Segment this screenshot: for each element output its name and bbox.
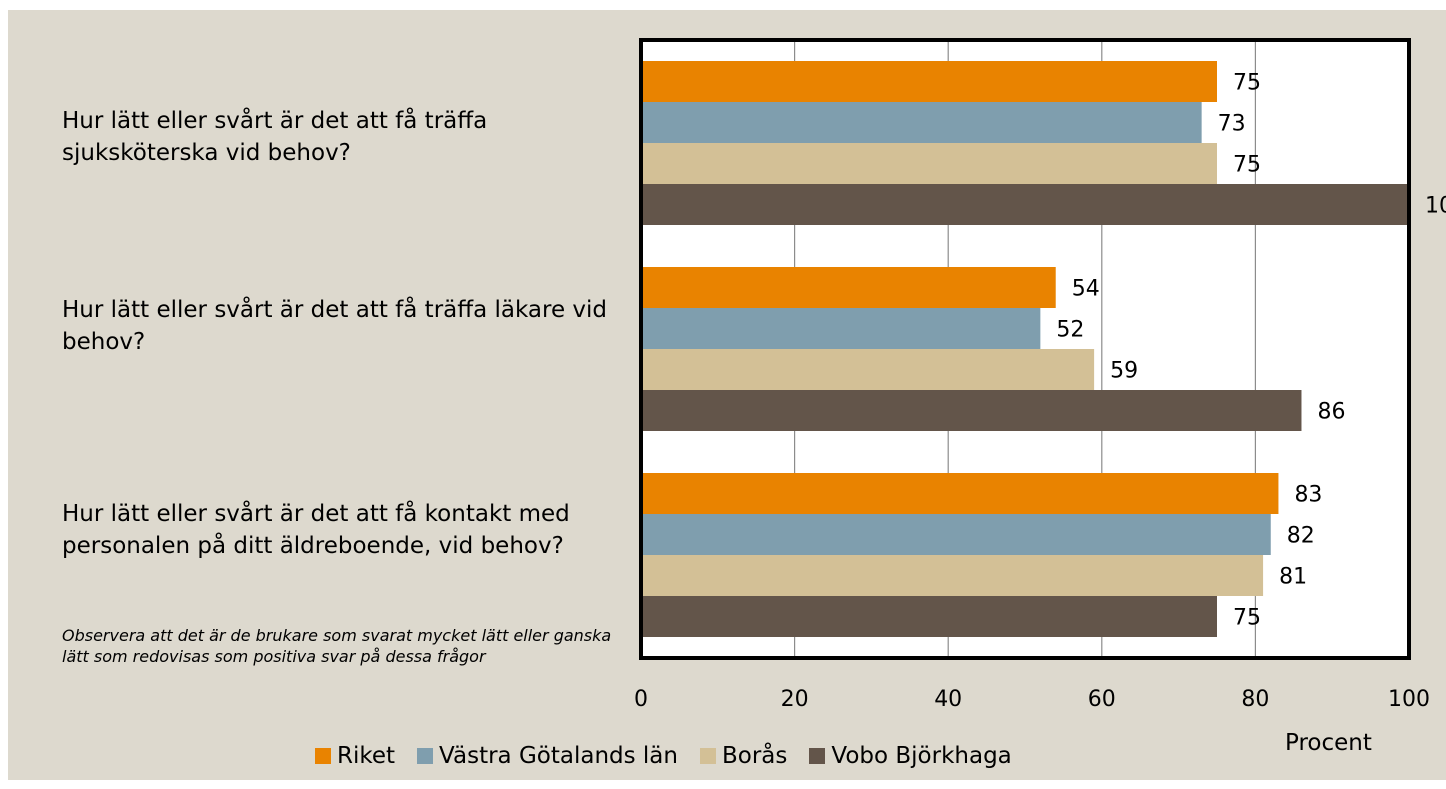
data-label: 52: [1056, 318, 1084, 343]
data-label: 86: [1317, 400, 1345, 425]
bar: [641, 349, 1095, 390]
bar: [641, 267, 1056, 308]
legend-label: Riket: [337, 743, 396, 769]
data-label: 81: [1279, 565, 1307, 590]
legend-swatch: [809, 748, 826, 764]
legend-label: Vobo Björkhaga: [831, 743, 1012, 769]
data-label: 75: [1233, 606, 1261, 631]
data-label: 82: [1287, 524, 1315, 549]
plot-border: [639, 38, 1411, 660]
data-label: 59: [1110, 359, 1138, 384]
x-axis-unit-label: Procent: [1285, 730, 1372, 756]
x-tick-label: 20: [781, 687, 809, 712]
x-tick-label: 100: [1388, 687, 1430, 712]
legend-swatch: [417, 748, 434, 764]
legend-item-boras: Borås: [699, 743, 788, 769]
bar: [641, 184, 1409, 225]
data-label: 75: [1233, 153, 1261, 178]
x-tick-label: 80: [1241, 687, 1269, 712]
data-label: 75: [1233, 71, 1261, 96]
legend-swatch: [315, 748, 331, 764]
bar: [641, 61, 1217, 102]
question-label-2: Hur lätt eller svårt är det att få träff…: [62, 297, 608, 355]
legend-item-vastra-gotalands-lan: Västra Götalands län: [417, 743, 678, 769]
data-label: 100: [1425, 194, 1446, 219]
bar: [641, 143, 1217, 184]
question-label-3: Hur lätt eller svårt är det att få konta…: [62, 501, 570, 559]
footnote: Observera att det är de brukare som svar…: [62, 626, 612, 666]
bar: [641, 596, 1217, 637]
legend-label: Västra Götalands län: [439, 743, 678, 769]
bar: [641, 473, 1279, 514]
data-label: 54: [1072, 277, 1100, 302]
x-tick-label: 0: [634, 687, 648, 712]
data-label: 73: [1218, 112, 1246, 137]
x-tick-label: 60: [1088, 687, 1116, 712]
legend-item-riket: Riket: [315, 743, 395, 769]
x-tick-label: 40: [934, 687, 962, 712]
bar: [641, 514, 1271, 555]
question-label-1: Hur lätt eller svårt är det att få träff…: [62, 108, 488, 166]
bar: [641, 308, 1041, 349]
data-label: 83: [1294, 483, 1322, 508]
bar: [641, 555, 1264, 596]
legend-swatch: [699, 748, 716, 764]
legend-item-vobo-bjorkhaga: Vobo Björkhaga: [809, 743, 1012, 769]
legend-label: Borås: [721, 743, 788, 769]
bar: [641, 390, 1302, 431]
bar: [641, 102, 1202, 143]
legend: Riket Västra Götalands län Borås Vobo Bj…: [315, 738, 1034, 774]
